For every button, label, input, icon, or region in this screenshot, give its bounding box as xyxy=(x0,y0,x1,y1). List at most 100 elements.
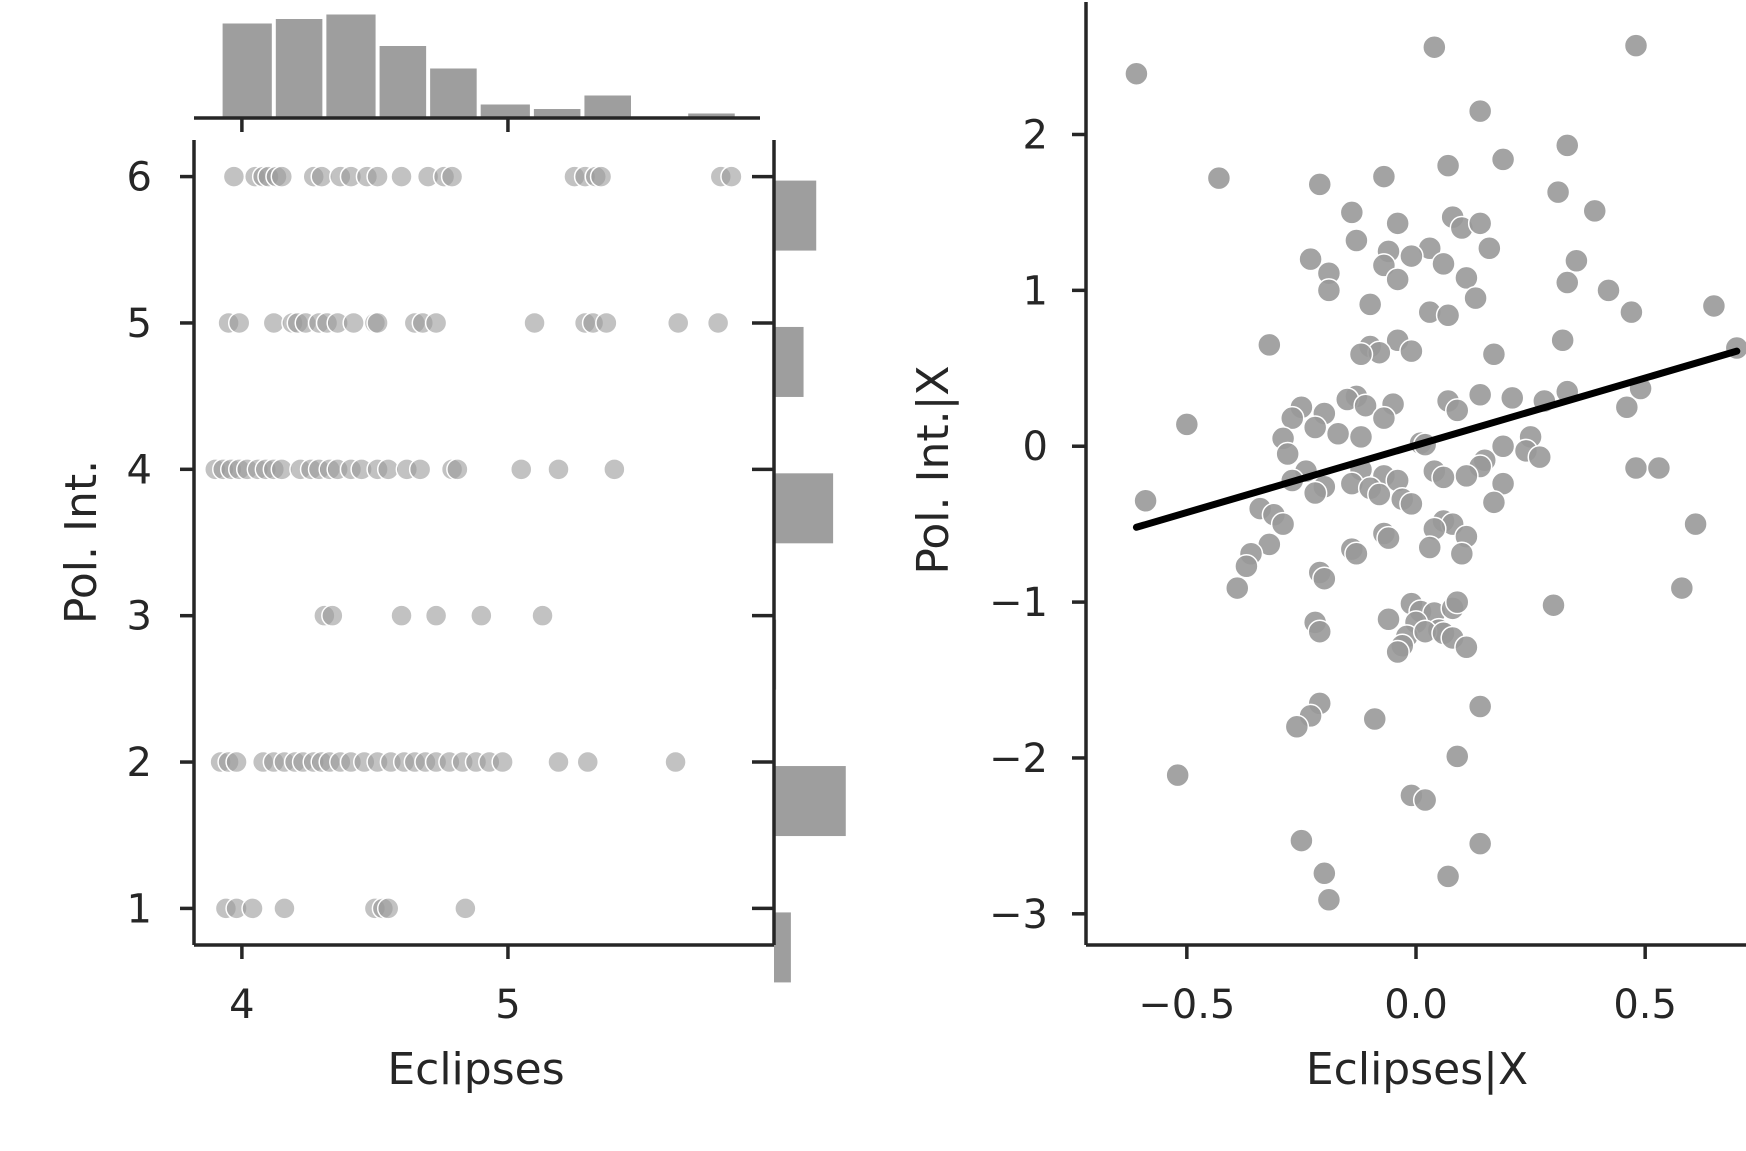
regression-point xyxy=(1500,385,1525,411)
regression-point xyxy=(1367,482,1392,507)
regression-point xyxy=(1555,270,1580,295)
marginal-x-ticks xyxy=(240,118,510,132)
marginal-x-bar xyxy=(533,109,581,118)
joint-point xyxy=(376,897,400,920)
joint-point xyxy=(523,311,546,335)
regression-point xyxy=(1312,566,1337,591)
joint-y-tick-label: 2 xyxy=(127,740,152,786)
regression-point xyxy=(1454,635,1479,660)
regression-point xyxy=(1376,606,1401,632)
regression-scatter-points xyxy=(1124,33,1746,913)
regression-point xyxy=(1550,327,1575,353)
joint-point xyxy=(270,165,294,188)
joint-point xyxy=(225,750,248,774)
joint-point xyxy=(509,458,533,481)
joint-point xyxy=(376,458,400,481)
marginal-x-bars xyxy=(222,14,735,118)
regression-point xyxy=(1467,98,1493,124)
joint-y-tick-label: 1 xyxy=(127,886,152,932)
regression-point xyxy=(1399,491,1424,517)
joint-x-tick-label: 4 xyxy=(229,982,254,1028)
regression-point xyxy=(1302,415,1328,440)
joint-scatter-points xyxy=(204,165,743,920)
regression-y-tick-label: 2 xyxy=(1023,112,1048,158)
marginal-y-ticks xyxy=(752,174,774,911)
joint-point xyxy=(222,165,246,188)
regression-y-tick-label: 1 xyxy=(1023,268,1048,314)
regression-point xyxy=(1596,278,1621,303)
regression-point xyxy=(1371,164,1397,189)
regression-point xyxy=(1467,382,1493,408)
regression-point xyxy=(1422,34,1447,60)
regression-point xyxy=(1435,153,1461,178)
joint-point xyxy=(310,165,333,188)
regression-point xyxy=(1344,541,1369,567)
regression-point xyxy=(1257,332,1282,358)
regression-y-tick-label: −1 xyxy=(989,580,1048,626)
joint-point xyxy=(595,311,618,335)
regression-y-tick-label: 0 xyxy=(1023,424,1048,470)
regression-point xyxy=(1545,179,1571,205)
regression-point xyxy=(1385,211,1410,236)
joint-point xyxy=(366,165,389,188)
marginal-x-bar xyxy=(688,113,735,118)
regression-point xyxy=(1490,433,1516,459)
regression-point xyxy=(1445,744,1470,769)
joint-point xyxy=(547,458,570,481)
marginal-y-histogram xyxy=(752,140,846,983)
regression-point xyxy=(1206,165,1232,191)
regression-point xyxy=(1412,787,1438,813)
regression-point xyxy=(1302,480,1328,506)
regression-point xyxy=(1124,61,1149,86)
joint-point xyxy=(603,458,626,481)
regression-x-ticks: −0.5 0.0 0.5 xyxy=(1138,945,1677,1028)
marginal-x-bar xyxy=(379,46,427,118)
regression-y-tick-label: −3 xyxy=(989,892,1048,938)
marginal-y-bar xyxy=(774,766,846,837)
regression-y-ticks: −3 −2 −1 0 1 2 xyxy=(989,112,1086,938)
marginal-x-histogram xyxy=(194,14,760,132)
regression-point xyxy=(1435,864,1461,889)
regression-point xyxy=(1298,246,1323,272)
regression-point xyxy=(1449,541,1475,567)
joint-point xyxy=(440,165,464,188)
regression-point xyxy=(1467,211,1493,236)
regression-point xyxy=(1174,412,1200,437)
regression-point xyxy=(1344,228,1369,253)
joint-point xyxy=(470,604,493,627)
regression-y-axis-label: Pol. Int.|X xyxy=(908,365,959,574)
regression-point xyxy=(1490,147,1516,172)
joint-point xyxy=(454,897,477,920)
regression-point xyxy=(1646,455,1672,481)
regression-point xyxy=(1564,248,1589,273)
regression-y-tick-label: −2 xyxy=(989,736,1048,782)
regression-point xyxy=(1339,200,1365,225)
regression-point xyxy=(1481,490,1507,515)
marginal-y-bars xyxy=(774,180,846,983)
joint-point xyxy=(241,897,264,920)
joint-point xyxy=(706,311,730,335)
joint-point xyxy=(366,311,389,335)
regression-point xyxy=(1623,455,1649,481)
joint-point xyxy=(273,897,296,920)
regression-point xyxy=(1619,299,1644,325)
joint-point xyxy=(531,604,554,627)
regression-point xyxy=(1376,525,1401,551)
regression-point xyxy=(1431,251,1456,277)
regression-point xyxy=(1623,33,1649,58)
regression-point xyxy=(1316,278,1342,303)
regression-point xyxy=(1165,762,1190,788)
regression-point xyxy=(1399,243,1424,269)
marginal-y-bar xyxy=(774,912,791,983)
regression-point xyxy=(1582,198,1607,224)
joint-point xyxy=(342,311,365,335)
marginal-x-bar xyxy=(430,68,477,118)
joint-point xyxy=(270,458,294,481)
regression-point xyxy=(1701,293,1727,319)
joint-point xyxy=(227,311,251,335)
regression-point xyxy=(1454,463,1479,489)
regression-x-tick-label: −0.5 xyxy=(1138,982,1235,1028)
joint-point xyxy=(547,750,570,774)
